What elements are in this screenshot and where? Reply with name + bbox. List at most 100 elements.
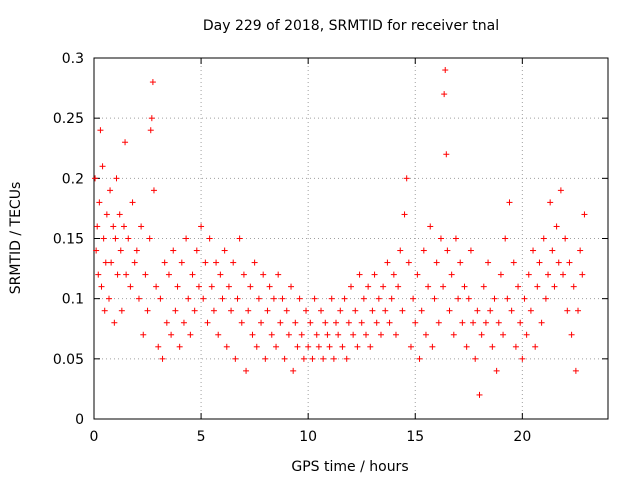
data-point bbox=[392, 331, 399, 338]
data-point bbox=[217, 271, 224, 278]
data-point bbox=[149, 79, 156, 86]
data-point bbox=[354, 343, 361, 350]
data-point bbox=[255, 295, 262, 302]
data-point bbox=[236, 235, 243, 242]
data-point bbox=[307, 319, 314, 326]
data-point bbox=[264, 307, 271, 314]
data-point bbox=[174, 283, 181, 290]
data-point bbox=[382, 307, 389, 314]
data-point bbox=[581, 211, 588, 218]
data-point bbox=[215, 331, 222, 338]
data-point bbox=[127, 283, 134, 290]
data-point bbox=[206, 235, 213, 242]
data-point bbox=[318, 307, 325, 314]
data-point bbox=[459, 319, 466, 326]
data-point bbox=[230, 259, 237, 266]
data-point bbox=[168, 331, 175, 338]
data-point bbox=[277, 319, 284, 326]
data-point bbox=[343, 355, 350, 362]
data-point bbox=[305, 343, 312, 350]
data-point bbox=[502, 235, 509, 242]
data-point bbox=[512, 343, 519, 350]
data-point bbox=[142, 271, 149, 278]
data-point bbox=[515, 283, 522, 290]
data-point bbox=[232, 355, 239, 362]
data-point bbox=[478, 331, 485, 338]
data-point bbox=[470, 319, 477, 326]
data-point bbox=[461, 283, 468, 290]
data-point bbox=[324, 331, 331, 338]
data-point bbox=[388, 295, 395, 302]
data-point bbox=[433, 259, 440, 266]
data-point bbox=[122, 139, 129, 146]
data-point bbox=[204, 319, 211, 326]
data-point bbox=[330, 355, 337, 362]
data-point bbox=[401, 211, 408, 218]
data-point bbox=[193, 247, 200, 254]
data-point bbox=[296, 295, 303, 302]
data-point bbox=[249, 331, 256, 338]
data-point bbox=[285, 331, 292, 338]
data-point bbox=[337, 307, 344, 314]
data-point bbox=[555, 259, 562, 266]
data-point bbox=[540, 235, 547, 242]
data-point bbox=[165, 271, 172, 278]
data-point bbox=[472, 355, 479, 362]
data-point bbox=[251, 259, 258, 266]
data-point bbox=[219, 295, 226, 302]
y-tick-label: 0 bbox=[75, 412, 84, 428]
y-tick-label: 0.25 bbox=[53, 111, 84, 127]
data-point bbox=[431, 295, 438, 302]
data-point bbox=[341, 295, 348, 302]
data-point bbox=[579, 271, 586, 278]
data-point bbox=[172, 307, 179, 314]
data-point bbox=[94, 223, 101, 230]
data-point bbox=[185, 295, 192, 302]
data-point bbox=[386, 319, 393, 326]
data-point bbox=[425, 283, 432, 290]
data-point bbox=[326, 343, 333, 350]
data-point bbox=[176, 343, 183, 350]
data-point bbox=[221, 247, 228, 254]
data-point bbox=[510, 259, 517, 266]
data-point bbox=[178, 259, 185, 266]
data-point bbox=[365, 283, 372, 290]
data-point bbox=[523, 331, 530, 338]
data-point bbox=[416, 355, 423, 362]
data-points bbox=[92, 67, 588, 398]
data-point bbox=[422, 331, 429, 338]
data-point bbox=[180, 319, 187, 326]
data-point bbox=[530, 247, 537, 254]
data-point bbox=[489, 343, 496, 350]
data-point bbox=[123, 271, 130, 278]
data-point bbox=[444, 247, 451, 254]
data-point bbox=[412, 319, 419, 326]
y-axis: 0 0.05 0.1 0.15 0.2 0.25 0.3 bbox=[53, 51, 608, 428]
data-point bbox=[238, 319, 245, 326]
data-point bbox=[570, 283, 577, 290]
data-point bbox=[148, 115, 155, 122]
data-point bbox=[519, 355, 526, 362]
data-point bbox=[294, 343, 301, 350]
data-point bbox=[234, 295, 241, 302]
data-point bbox=[159, 355, 166, 362]
data-point bbox=[97, 127, 104, 134]
data-point bbox=[303, 307, 310, 314]
data-point bbox=[117, 247, 124, 254]
data-point bbox=[118, 307, 125, 314]
data-point bbox=[155, 343, 162, 350]
data-point bbox=[108, 259, 115, 266]
data-point bbox=[120, 223, 127, 230]
data-point bbox=[200, 295, 207, 302]
data-point bbox=[103, 211, 110, 218]
data-point bbox=[440, 283, 447, 290]
data-point bbox=[202, 259, 209, 266]
data-point bbox=[380, 283, 387, 290]
data-point bbox=[562, 235, 569, 242]
data-point bbox=[568, 331, 575, 338]
data-point bbox=[463, 343, 470, 350]
data-point bbox=[313, 331, 320, 338]
y-axis-label: SRMTID / TECUs bbox=[8, 182, 24, 295]
y-tick-label: 0.2 bbox=[62, 171, 84, 187]
data-point bbox=[98, 283, 105, 290]
